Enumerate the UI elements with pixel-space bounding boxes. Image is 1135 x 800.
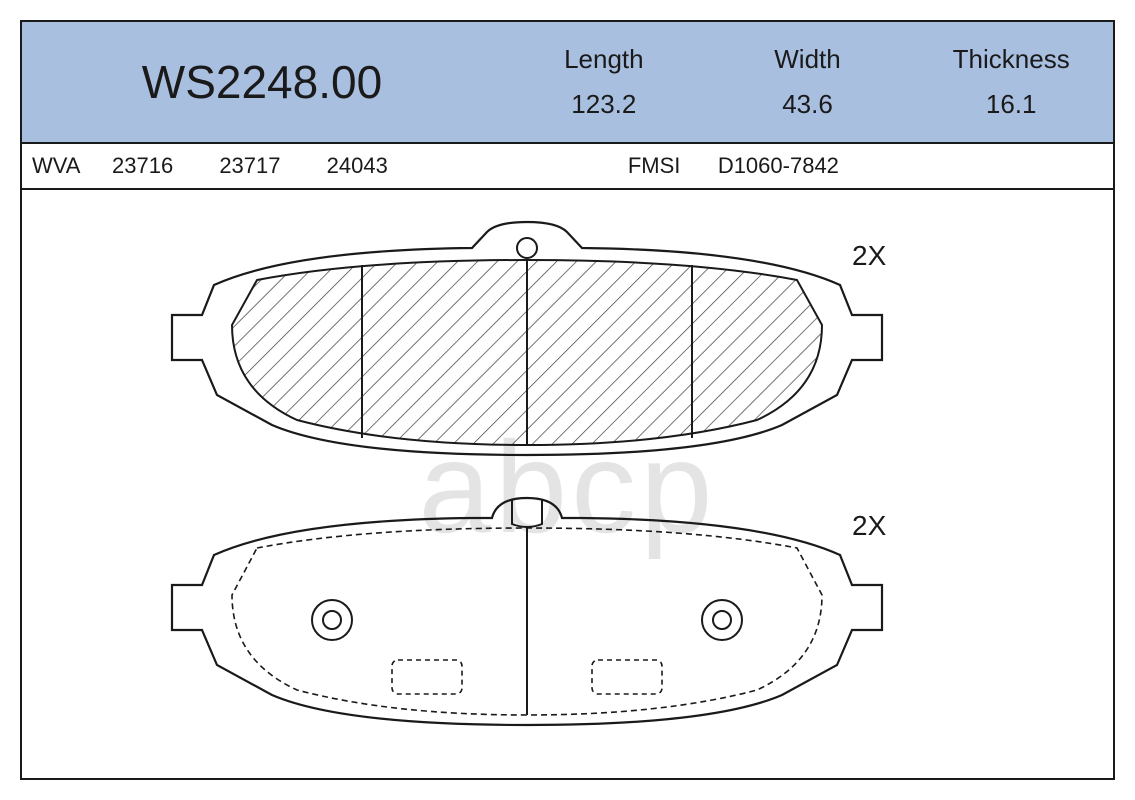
part-number-cell: WS2248.00 — [22, 22, 502, 142]
spec-card: WS2248.00 Length 123.2 Width 43.6 Thickn… — [20, 20, 1115, 780]
header-row: WS2248.00 Length 123.2 Width 43.6 Thickn… — [22, 22, 1113, 144]
wva-codes: 23716 23717 24043 — [112, 153, 428, 179]
dim-length-value: 123.2 — [571, 89, 636, 120]
dim-thickness: Thickness 16.1 — [909, 22, 1113, 142]
part-number: WS2248.00 — [142, 55, 382, 109]
dim-length: Length 123.2 — [502, 22, 706, 142]
drawing-area: abcp 2X — [22, 190, 1113, 784]
qty-label-bottom: 2X — [852, 510, 886, 542]
dim-width-label: Width — [774, 44, 840, 75]
dim-length-label: Length — [564, 44, 644, 75]
brake-pad-drawing-bottom — [162, 490, 892, 740]
fmsi-value: D1060-7842 — [718, 153, 839, 179]
wva-code: 23717 — [219, 153, 280, 179]
dim-width: Width 43.6 — [706, 22, 910, 142]
dim-thickness-label: Thickness — [953, 44, 1070, 75]
dimensions-cell: Length 123.2 Width 43.6 Thickness 16.1 — [502, 22, 1113, 142]
dim-width-value: 43.6 — [782, 89, 833, 120]
wva-code: 23716 — [112, 153, 173, 179]
wva-label: WVA — [32, 153, 112, 179]
fmsi-label: FMSI — [628, 153, 708, 179]
qty-label-top: 2X — [852, 240, 886, 272]
brake-pad-drawing-top — [162, 220, 892, 470]
dim-thickness-value: 16.1 — [986, 89, 1037, 120]
reference-row: WVA 23716 23717 24043 FMSI D1060-7842 — [22, 144, 1113, 190]
wva-code: 24043 — [327, 153, 388, 179]
